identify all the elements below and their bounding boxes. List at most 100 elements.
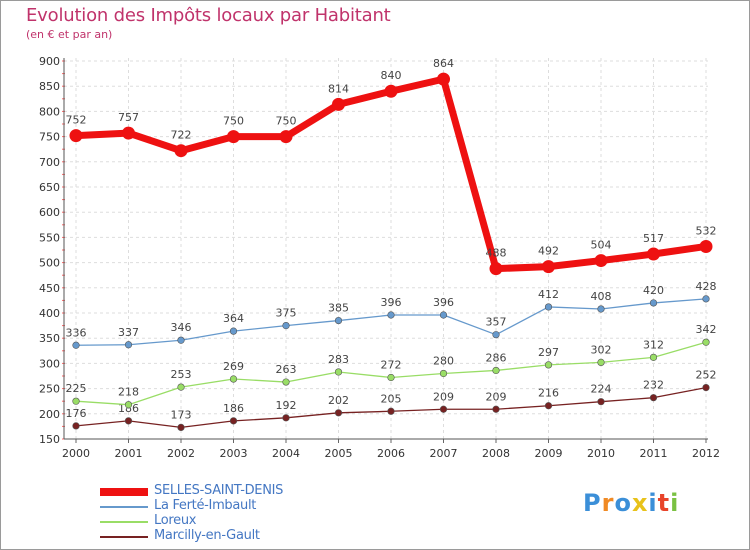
data-label: 757 [118, 111, 139, 124]
data-point [492, 331, 500, 339]
data-label: 750 [223, 115, 244, 128]
data-point [597, 305, 605, 313]
data-point [649, 299, 658, 307]
data-label: 346 [171, 321, 192, 334]
data-label: 864 [433, 57, 454, 70]
legend-label: Loreux [154, 513, 197, 528]
data-label: 814 [328, 82, 349, 95]
data-label: 396 [381, 296, 402, 309]
data-point [597, 398, 605, 406]
data-label: 752 [66, 114, 87, 127]
data-label: 492 [538, 245, 559, 258]
data-point [387, 373, 395, 382]
data-label: 205 [381, 392, 402, 405]
legend-label: Marcilly-en-Gault [154, 528, 260, 543]
data-point [544, 303, 553, 311]
data-point [282, 414, 290, 422]
legend-swatch [100, 536, 148, 538]
logo-letter: i [670, 489, 680, 517]
plot-area [64, 58, 708, 439]
data-label: 375 [276, 307, 297, 320]
y-tick-label: 650 [39, 181, 60, 194]
data-label: 396 [433, 296, 454, 309]
data-label: 336 [66, 326, 87, 339]
data-point [387, 407, 395, 415]
data-point [439, 405, 448, 413]
data-label: 364 [223, 312, 244, 325]
data-label: 209 [486, 390, 507, 403]
data-point [702, 338, 710, 346]
x-tick-label: 2012 [692, 447, 720, 460]
data-label: 504 [591, 239, 612, 252]
data-label: 302 [591, 343, 612, 356]
chart-subtitle: (en € et par an) [26, 28, 113, 41]
legend-swatch [100, 521, 148, 523]
data-point [229, 417, 238, 425]
data-label: 173 [171, 408, 192, 421]
data-point [544, 361, 553, 369]
data-point [387, 311, 395, 319]
data-point [649, 353, 658, 361]
data-point [177, 336, 185, 344]
data-label: 412 [538, 288, 559, 301]
data-point [177, 423, 185, 432]
data-point [334, 409, 343, 417]
data-label: 517 [643, 232, 664, 245]
y-tick-label: 750 [39, 131, 60, 144]
data-point [594, 254, 608, 268]
y-tick-label: 150 [39, 433, 60, 446]
data-label: 283 [328, 353, 349, 366]
y-tick-label: 550 [39, 231, 60, 244]
data-point [702, 383, 710, 392]
data-label: 186 [118, 402, 139, 415]
data-label: 342 [696, 323, 717, 336]
data-label: 337 [118, 326, 139, 339]
data-point [69, 129, 83, 143]
x-tick-label: 2000 [62, 447, 90, 460]
y-tick-label: 900 [39, 55, 60, 68]
data-point [124, 417, 133, 425]
data-point [122, 126, 135, 140]
data-point [699, 239, 713, 253]
logo-letter: o [614, 489, 632, 517]
legend-label: La Ferté-Imbault [154, 498, 257, 513]
data-point [334, 316, 343, 325]
data-label: 488 [486, 247, 507, 260]
x-tick-label: 2010 [587, 447, 615, 460]
y-tick-label: 450 [39, 282, 60, 295]
data-point [437, 72, 450, 86]
data-label: 297 [538, 346, 559, 359]
x-tick-label: 2008 [482, 447, 510, 460]
data-label: 186 [223, 402, 244, 415]
data-point [282, 322, 290, 330]
data-label: 357 [486, 316, 507, 329]
y-tick-label: 850 [39, 80, 60, 93]
data-label: 312 [643, 338, 664, 351]
y-tick-label: 600 [39, 206, 60, 219]
legend-swatch [100, 506, 148, 508]
y-tick-label: 200 [39, 408, 60, 421]
data-label: 202 [328, 394, 349, 407]
data-point [124, 401, 133, 409]
logo-letter: P [583, 489, 602, 517]
chart-title: Evolution des Impôts locaux par Habitant [26, 5, 391, 26]
data-point [227, 130, 240, 144]
data-label: 840 [381, 69, 402, 82]
data-point [597, 358, 605, 366]
logo-letter: t [657, 489, 671, 517]
logo-letter: i [648, 489, 658, 517]
y-tick-label: 700 [39, 156, 60, 169]
data-point [489, 262, 503, 276]
data-point [439, 311, 448, 319]
x-tick-label: 2002 [167, 447, 195, 460]
data-label: 420 [643, 284, 664, 297]
data-label: 428 [696, 280, 717, 293]
data-point [72, 341, 80, 349]
data-label: 408 [591, 290, 612, 303]
y-tick-label: 250 [39, 383, 60, 396]
data-point [282, 378, 290, 386]
data-label: 176 [66, 407, 87, 420]
x-tick-label: 2007 [430, 447, 458, 460]
data-label: 280 [433, 354, 454, 367]
